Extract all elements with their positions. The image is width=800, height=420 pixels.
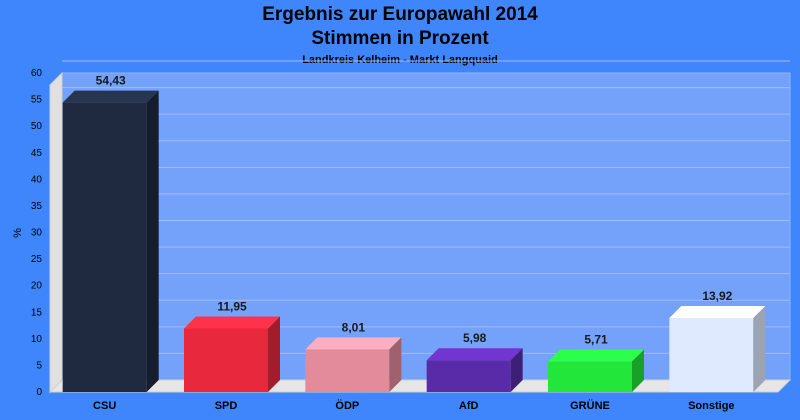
x-tick-label: Sonstige: [688, 400, 734, 412]
x-tick-label: GRÜNE: [570, 399, 610, 412]
chart-title: Ergebnis zur Europawahl 2014: [262, 4, 538, 25]
bar-afd: [426, 360, 511, 392]
plot-side-wall: [49, 71, 63, 394]
y-axis-label: %: [12, 228, 24, 238]
bar-top: [62, 90, 159, 103]
y-tick-label: 45: [31, 148, 43, 159]
y-tick-label: 40: [31, 174, 43, 185]
bar-side: [268, 316, 280, 392]
y-tick-label: 55: [31, 95, 43, 106]
y-tick-label: 5: [36, 360, 42, 371]
bar-sonstige: [669, 317, 754, 392]
chart-subtitle: Stimmen in Prozent: [311, 28, 489, 49]
bar-grüne: [548, 361, 632, 392]
bar-ödp: [305, 349, 390, 392]
y-tick-label: 60: [31, 68, 43, 79]
y-tick-label: 10: [31, 334, 43, 345]
value-label: 11,95: [217, 299, 247, 313]
x-tick-label: SPD: [215, 400, 238, 412]
y-tick-label: 25: [31, 254, 43, 265]
x-tick-label: AfD: [459, 400, 479, 412]
bar-top: [548, 349, 644, 362]
y-tick-label: 50: [31, 121, 43, 132]
chart-location: Landkreis Kelheim - Markt Langquaid: [302, 54, 498, 66]
bar-top: [305, 337, 402, 350]
y-tick-label: 30: [31, 228, 43, 239]
y-tick-label: 35: [31, 201, 43, 212]
y-tick-label: 15: [31, 307, 43, 318]
value-label: 13,92: [702, 289, 732, 303]
bar-spd: [184, 328, 268, 392]
value-label: 8,01: [342, 320, 366, 334]
value-label: 5,98: [463, 331, 487, 345]
plot-back-wall: [61, 72, 791, 381]
bar-top: [426, 348, 523, 361]
y-tick-label: 20: [31, 281, 43, 292]
value-label: 5,71: [584, 333, 608, 347]
bar-side: [389, 337, 402, 392]
value-label: 54,43: [96, 74, 126, 88]
bar-side: [146, 90, 159, 392]
bar-side: [632, 349, 644, 392]
bar-top: [184, 316, 280, 329]
bar-side: [753, 305, 766, 392]
x-tick-label: CSU: [93, 400, 116, 412]
bar-side: [510, 348, 523, 392]
y-tick-label: 0: [36, 387, 42, 398]
x-tick-label: ÖDP: [335, 399, 359, 412]
bar-top: [669, 305, 766, 318]
bar-csu: [62, 102, 147, 392]
